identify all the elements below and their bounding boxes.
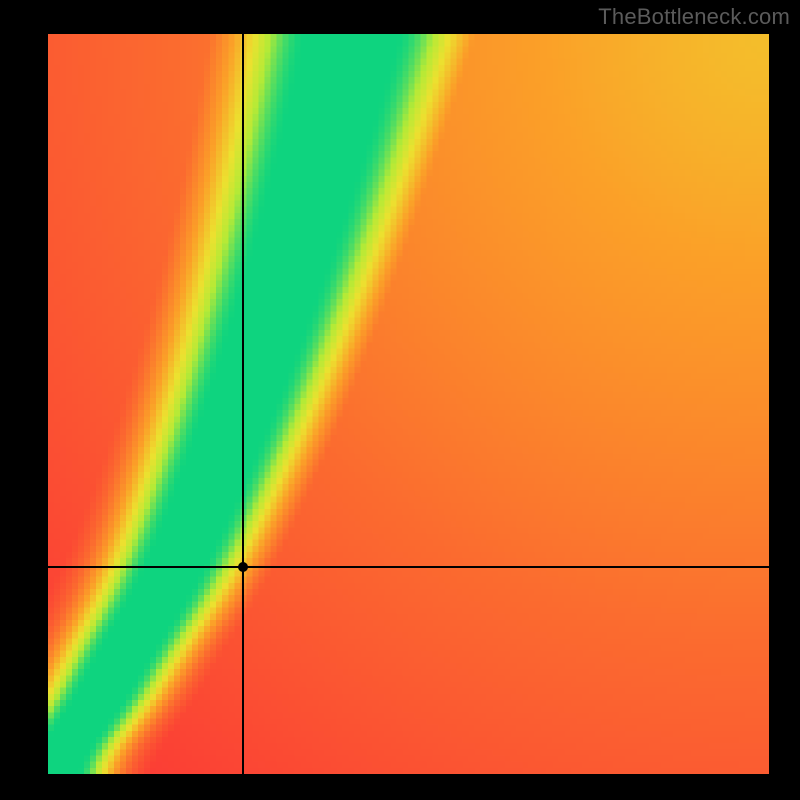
watermark-text: TheBottleneck.com [598,4,790,30]
selection-marker [238,562,248,572]
crosshair-horizontal [48,566,769,568]
bottleneck-heatmap [48,34,769,774]
crosshair-vertical [242,34,244,774]
